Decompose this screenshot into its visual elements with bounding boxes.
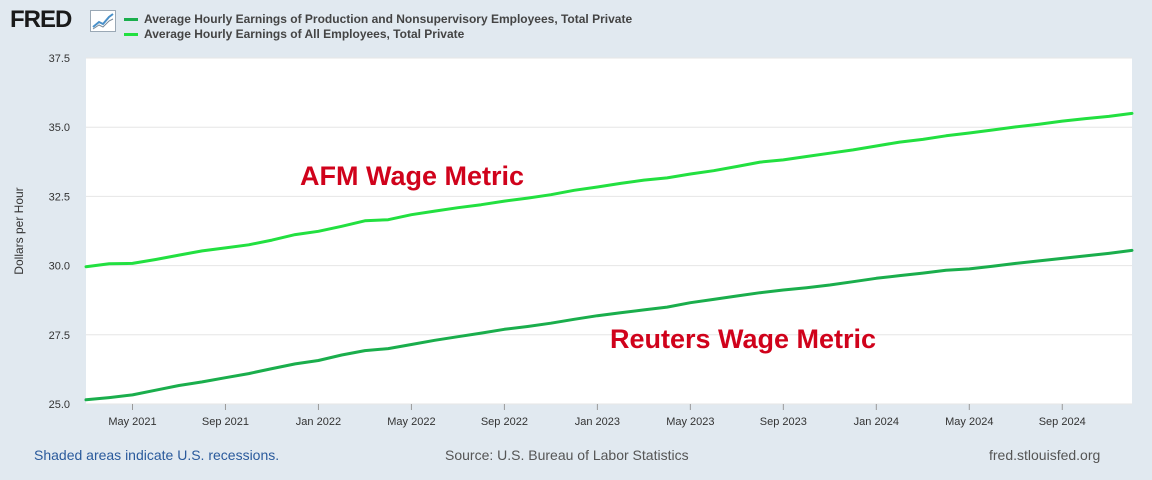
series-line-production[interactable] (84, 248, 1134, 402)
y-axis-label: Dollars per Hour (12, 187, 26, 274)
legend-label-production: Average Hourly Earnings of Production an… (144, 12, 633, 26)
y-tick-label: 25.0 (49, 399, 70, 411)
x-tick-label: Sep 2024 (1039, 416, 1086, 428)
recessions-note: Shaded areas indicate U.S. recessions. (34, 447, 280, 463)
chart-legend: Average Hourly Earnings of Production an… (124, 12, 632, 42)
legend-label-all-employees: Average Hourly Earnings of All Employees… (144, 27, 465, 41)
legend-swatch-production (124, 18, 138, 21)
source-note: Source: U.S. Bureau of Labor Statistics (445, 447, 689, 463)
series-line-all-employees[interactable] (84, 111, 1134, 269)
x-tick-label: Sep 2021 (202, 416, 249, 428)
x-tick-label: Jan 2022 (296, 416, 341, 428)
y-tick-label: 32.5 (49, 191, 70, 203)
annotation-afm: AFM Wage Metric (300, 161, 524, 191)
fred-logo[interactable]: FRED (10, 6, 72, 33)
x-tick-label: May 2023 (666, 416, 714, 428)
x-tick-label: Jan 2024 (854, 416, 899, 428)
legend-swatch-all-employees (124, 33, 138, 36)
y-tick-label: 35.0 (49, 122, 70, 134)
site-link[interactable]: fred.stlouisfed.org (989, 447, 1101, 463)
x-tick-label: May 2021 (108, 416, 156, 428)
legend-item-production[interactable]: Average Hourly Earnings of Production an… (124, 12, 632, 27)
y-tick-label: 27.5 (49, 330, 70, 342)
x-tick-label: Sep 2022 (481, 416, 528, 428)
fred-logo-chart-icon (90, 10, 116, 32)
annotation-reuters: Reuters Wage Metric (610, 324, 876, 354)
x-tick-label: Jan 2023 (575, 416, 620, 428)
x-tick-label: May 2024 (945, 416, 993, 428)
x-tick-label: May 2022 (387, 416, 435, 428)
plot-area (86, 58, 1132, 404)
y-tick-label: 30.0 (49, 261, 70, 273)
y-tick-label: 37.5 (49, 53, 70, 65)
legend-item-all-employees[interactable]: Average Hourly Earnings of All Employees… (124, 27, 632, 42)
x-tick-label: Sep 2023 (760, 416, 807, 428)
